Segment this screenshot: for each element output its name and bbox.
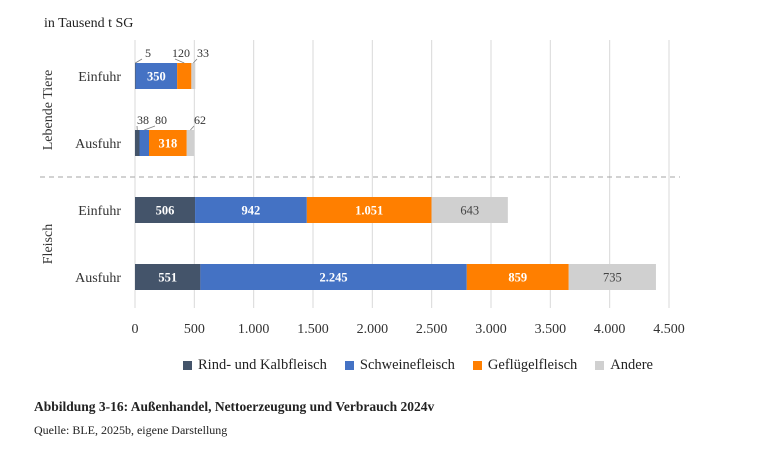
bar-segment bbox=[306, 197, 432, 223]
x-tick-label: 1.500 bbox=[297, 322, 329, 337]
bar-segment bbox=[195, 197, 307, 223]
legend-item: Andere bbox=[595, 357, 653, 374]
category-label: Ausfuhr bbox=[75, 137, 121, 152]
data-label: 80 bbox=[155, 113, 167, 127]
legend-item: Geflügelfleisch bbox=[472, 357, 578, 374]
x-tick-label: 0 bbox=[132, 322, 139, 337]
data-label: 859 bbox=[508, 271, 527, 285]
bar-segment bbox=[135, 197, 196, 223]
x-tick-label: 500 bbox=[184, 322, 205, 337]
data-label: 33 bbox=[197, 46, 209, 60]
data-label: 643 bbox=[460, 204, 479, 218]
bar-segment bbox=[200, 264, 467, 290]
data-label: 120 bbox=[172, 46, 190, 60]
figure-caption: Abbildung 3-16: Außenhandel, Nettoerzeug… bbox=[34, 399, 435, 414]
bar-segment bbox=[135, 63, 178, 89]
callout-line bbox=[193, 58, 198, 64]
group-label: Fleisch bbox=[41, 224, 56, 264]
legend-label: Andere bbox=[610, 357, 653, 373]
data-label: 62 bbox=[194, 113, 206, 127]
x-tick-label: 4.500 bbox=[653, 322, 685, 337]
callout-line bbox=[135, 58, 143, 64]
callout-line bbox=[174, 58, 185, 64]
x-tick-label: 3.500 bbox=[535, 322, 567, 337]
x-tick-label: 4.000 bbox=[594, 322, 626, 337]
legend-swatch bbox=[595, 361, 605, 370]
category-label: Ausfuhr bbox=[75, 271, 121, 286]
bar-segment bbox=[135, 264, 201, 290]
data-label: 735 bbox=[603, 271, 622, 285]
category-label: Einfuhr bbox=[78, 70, 121, 85]
category-label: Einfuhr bbox=[78, 204, 121, 219]
data-label: 551 bbox=[158, 271, 177, 285]
bar-segment bbox=[177, 63, 192, 89]
x-tick-label: 2.500 bbox=[416, 322, 448, 337]
data-label: 318 bbox=[158, 137, 177, 151]
callout-line bbox=[144, 125, 156, 131]
bar-segment bbox=[431, 197, 508, 223]
group-label: Lebende Tiere bbox=[41, 70, 56, 150]
data-label: 942 bbox=[242, 204, 261, 218]
bar-segment bbox=[135, 130, 140, 156]
callout-line bbox=[190, 125, 195, 131]
legend-swatch bbox=[472, 361, 482, 370]
legend-item: Rind- und Kalbfleisch bbox=[183, 357, 327, 374]
data-label: 350 bbox=[147, 70, 166, 84]
data-label: 506 bbox=[156, 204, 175, 218]
source-note: Quelle: BLE, 2025b, eigene Darstellung bbox=[34, 423, 228, 437]
data-label: 38 bbox=[137, 113, 149, 127]
bar-segment bbox=[466, 264, 569, 290]
bar-segment bbox=[139, 130, 150, 156]
bar-segment bbox=[568, 264, 656, 290]
bar-segment bbox=[135, 63, 136, 89]
data-label: 2.245 bbox=[320, 271, 348, 285]
data-label: 1.051 bbox=[355, 204, 383, 218]
legend-item: Schweinefleisch bbox=[344, 357, 455, 374]
bar-segment bbox=[191, 63, 196, 89]
bar-segment bbox=[149, 130, 187, 156]
unit-label: in Tausend t SG bbox=[44, 16, 134, 31]
data-label: 5 bbox=[145, 46, 151, 60]
legend-swatch bbox=[344, 361, 354, 370]
legend-label: Geflügelfleisch bbox=[487, 357, 578, 373]
x-tick-label: 1.000 bbox=[238, 322, 270, 337]
legend-label: Schweinefleisch bbox=[359, 357, 455, 373]
bar-segment bbox=[186, 130, 195, 156]
x-tick-label: 3.000 bbox=[475, 322, 507, 337]
legend: Rind- und Kalbfleisch Schweinefleisch Gefl… bbox=[183, 357, 671, 374]
x-tick-label: 2.000 bbox=[357, 322, 389, 337]
legend-swatch bbox=[183, 361, 192, 370]
legend-label: Rind- und Kalbfleisch bbox=[198, 357, 327, 373]
